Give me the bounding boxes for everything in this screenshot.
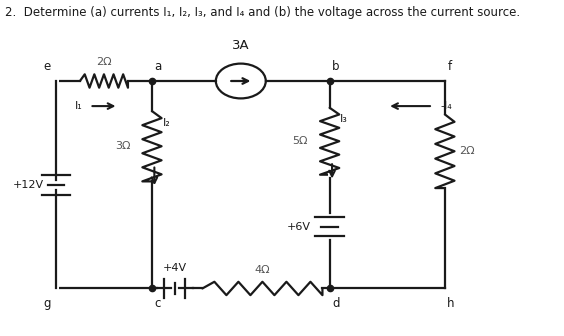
Text: b: b (332, 59, 340, 73)
Text: a: a (155, 59, 162, 73)
Text: 3A: 3A (232, 39, 250, 52)
Text: I₃: I₃ (340, 115, 348, 124)
Text: 4Ω: 4Ω (254, 265, 270, 275)
Text: 2.  Determine (a) currents I₁, I₂, I₃, and I₄ and (b) the voltage across the cur: 2. Determine (a) currents I₁, I₂, I₃, an… (6, 6, 521, 19)
Text: +12V: +12V (13, 180, 44, 190)
Text: I₁: I₁ (75, 101, 83, 111)
Text: f: f (447, 59, 451, 73)
Text: 2Ω: 2Ω (459, 146, 475, 156)
Text: d: d (332, 297, 340, 310)
Text: +6V: +6V (287, 221, 310, 232)
Text: 2Ω: 2Ω (96, 57, 112, 67)
Text: 3Ω: 3Ω (115, 141, 130, 151)
Text: I₂: I₂ (162, 118, 170, 128)
Text: g: g (43, 297, 51, 310)
Text: 5Ω: 5Ω (293, 136, 308, 146)
Text: e: e (44, 59, 51, 73)
Text: -I₄: -I₄ (440, 101, 452, 111)
Text: h: h (447, 297, 455, 310)
Text: +4V: +4V (162, 263, 187, 274)
Text: c: c (155, 297, 161, 310)
